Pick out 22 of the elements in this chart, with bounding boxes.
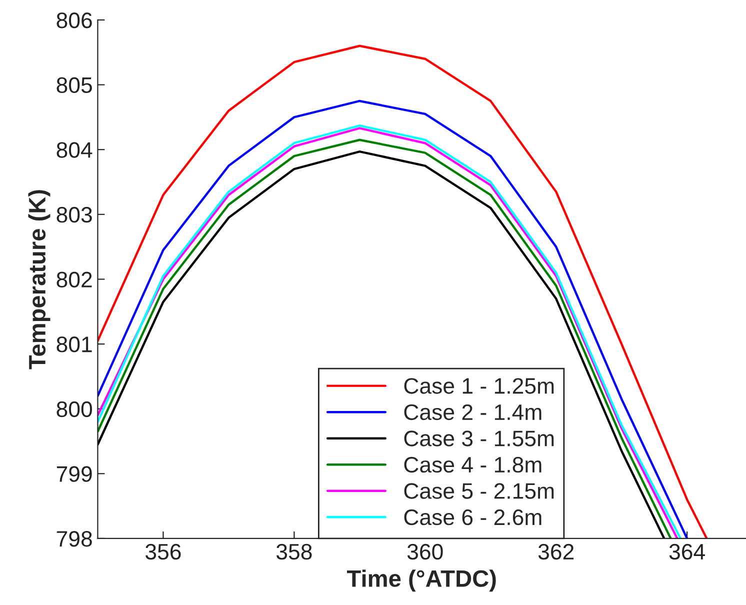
legend-label: Case 2 - 1.4m <box>404 404 542 420</box>
y-tick-label: 802 <box>56 272 92 288</box>
x-axis-title: Time (°ATDC) <box>347 570 496 592</box>
y-tick-label: 799 <box>56 466 92 482</box>
x-tick-label: 356 <box>146 544 181 560</box>
y-tick-label: 803 <box>56 206 92 223</box>
x-tick-label: 358 <box>276 544 312 560</box>
x-tick-label: 360 <box>407 544 443 560</box>
legend-label: Case 5 - 2.15m <box>404 483 554 499</box>
y-tick-label: 801 <box>56 336 92 352</box>
y-tick-label: 806 <box>56 12 92 28</box>
y-axis-title: Temperature (K) <box>28 190 50 370</box>
x-tick-label: 362 <box>538 544 574 560</box>
y-tick-label: 800 <box>56 401 92 418</box>
legend-label: Case 4 - 1.8m <box>404 456 542 473</box>
legend-label: Case 3 - 1.55m <box>404 430 554 446</box>
x-tick-label: 364 <box>669 544 705 560</box>
legend-label: Case 1 - 1.25m <box>404 378 554 394</box>
y-tick-label: 804 <box>56 142 92 158</box>
y-tick-label: 805 <box>56 77 92 94</box>
y-tick-label: 798 <box>56 530 92 547</box>
legend-label: Case 6 - 2.6m <box>404 509 542 526</box>
